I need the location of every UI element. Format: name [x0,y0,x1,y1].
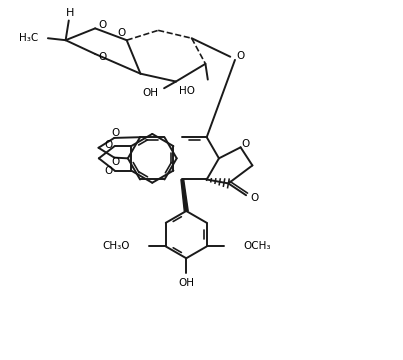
Text: O: O [118,28,126,38]
Text: O: O [237,51,245,61]
Text: H₃C: H₃C [19,33,38,43]
Text: O: O [111,128,119,138]
Text: O: O [251,193,259,203]
Text: H: H [65,8,74,18]
Text: CH₃O: CH₃O [103,242,130,251]
Text: O: O [98,52,106,62]
Text: O: O [111,157,119,167]
Text: OCH₃: OCH₃ [243,242,271,251]
Text: O: O [241,139,249,149]
Text: OH: OH [142,88,158,98]
Text: O: O [104,140,112,150]
Text: O: O [104,166,112,176]
Text: O: O [98,20,106,30]
Polygon shape [181,180,188,211]
Text: OH: OH [178,278,194,288]
Text: HO: HO [179,86,195,96]
